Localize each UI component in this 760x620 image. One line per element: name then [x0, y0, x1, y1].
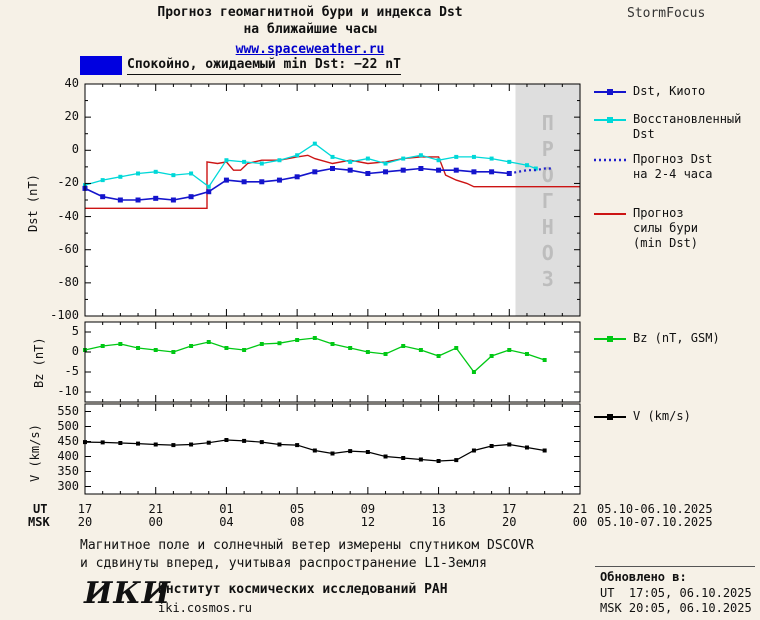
legend-dst-restored: Восстановленный Dst: [593, 112, 741, 142]
legend-v: V (km/s): [593, 409, 691, 424]
legend-marker-v: [594, 414, 626, 420]
ut-date-range: 05.10-06.10.2025: [597, 502, 713, 516]
footer-note-line1: Магнитное поле и солнечный ветер измерен…: [80, 538, 534, 553]
legend-marker-storm-forecast: [594, 213, 626, 215]
chart-legend: Dst, Киото Восстановленный Dst Прогноз Dst н…: [593, 0, 759, 520]
updated-divider: [595, 566, 755, 567]
msk-axis-label: MSK: [28, 515, 50, 529]
site-link[interactable]: www.spaceweather.ru: [235, 42, 385, 57]
institute-site: iki.cosmos.ru: [158, 601, 252, 615]
footer-note-line2: и сдвинуты вперед, учитывая распростране…: [80, 556, 487, 571]
updated-ut-time: UT 17:05, 06.10.2025: [600, 586, 752, 600]
legend-label-dst-forecast: Прогноз Dst на 2-4 часа: [633, 152, 713, 181]
legend-marker-bz: [594, 336, 626, 342]
legend-marker-dst-restored: [594, 117, 626, 123]
legend-label-bz: Bz (nT, GSM): [633, 331, 720, 345]
status-text: Спокойно, ожидаемый min Dst: −22 nT: [127, 57, 401, 75]
page-subtitle: на ближайшие часы: [243, 22, 377, 37]
page-title: Прогноз геомагнитной бури и индекса Dst: [157, 5, 463, 20]
legend-dst-kyoto: Dst, Киото: [593, 84, 705, 99]
msk-date-range: 05.10-07.10.2025: [597, 515, 713, 529]
legend-marker-dst-forecast: [594, 158, 626, 162]
iki-logo: ИКИ: [84, 576, 171, 611]
ut-axis-label: UT: [33, 502, 48, 516]
brand-label: StormFocus: [627, 6, 706, 21]
updated-msk-time: MSK 20:05, 06.10.2025: [600, 601, 752, 615]
legend-marker-dst-kyoto: [594, 89, 626, 95]
institute-name: Институт космических исследований РАН: [158, 582, 448, 597]
legend-label-storm-forecast: Прогноз силы бури (min Dst): [633, 206, 699, 250]
y-axis-label-dst: Dst (nT): [26, 174, 40, 232]
header: Прогноз геомагнитной бури и индекса Dst …: [60, 4, 560, 57]
legend-bz: Bz (nT, GSM): [593, 331, 720, 346]
legend-storm-forecast: Прогноз силы бури (min Dst): [593, 206, 698, 251]
y-axis-label-bz: Bz (nT): [32, 337, 46, 388]
status-color-swatch: [80, 56, 122, 75]
legend-label-dst-restored: Восстановленный Dst: [633, 112, 742, 141]
legend-label-v: V (km/s): [633, 409, 691, 423]
y-axis-label-v: V (km/s): [28, 424, 42, 482]
legend-label-dst-kyoto: Dst, Киото: [633, 84, 706, 98]
legend-dst-forecast: Прогноз Dst на 2-4 часа: [593, 152, 712, 182]
updated-label: Обновлено в:: [600, 570, 687, 584]
